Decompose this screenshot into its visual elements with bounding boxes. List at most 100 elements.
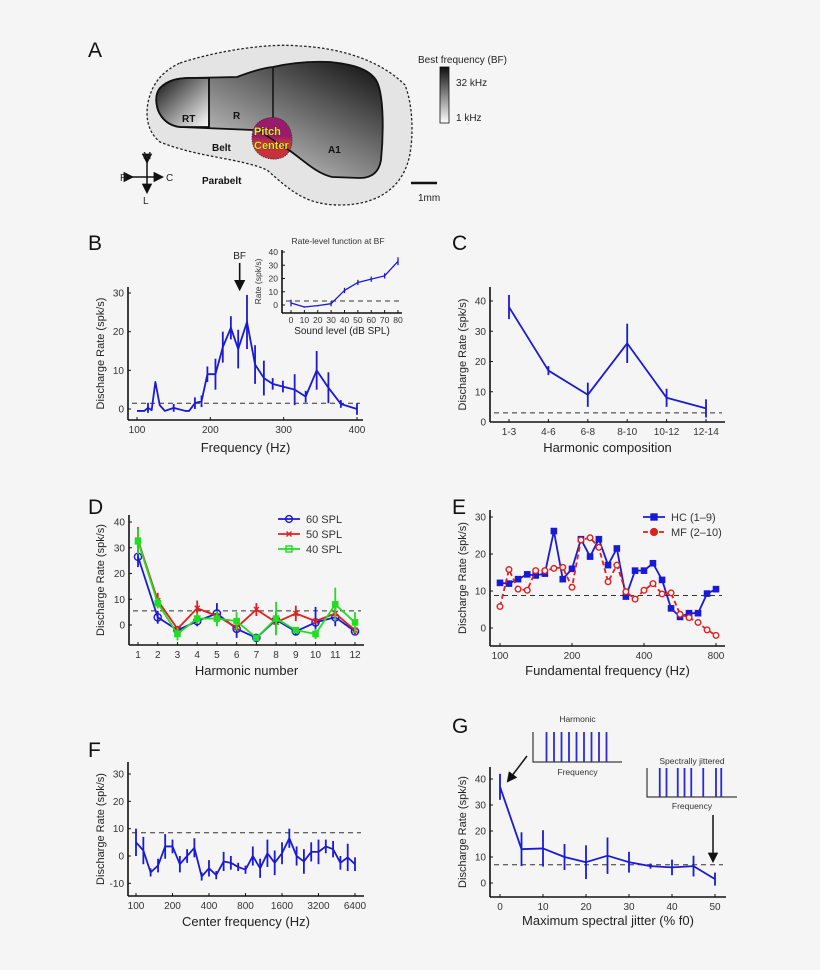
inset-xlabel: Frequency	[672, 801, 713, 811]
y-tick-label: 0	[119, 621, 125, 632]
inset-title: Spectrally jittered	[659, 756, 724, 766]
series-hc	[496, 527, 720, 621]
data-point	[233, 617, 240, 625]
x-tick-label: 2	[155, 650, 161, 661]
series-0	[135, 828, 356, 881]
x-tick-label: 9	[293, 650, 299, 661]
compass	[123, 153, 165, 195]
data-point	[153, 612, 163, 622]
data-point	[649, 580, 657, 588]
compass-r: R	[120, 173, 127, 184]
legend-label: HC (1–9)	[671, 512, 716, 524]
data-point	[703, 590, 711, 597]
data-point	[712, 631, 720, 639]
y-tick-label: 10	[475, 387, 487, 398]
y-tick-label: 40	[475, 775, 487, 786]
y-tick-label: 0	[480, 879, 486, 890]
data-point	[667, 605, 675, 612]
y-tick-label: 10	[113, 824, 125, 835]
data-point	[505, 566, 513, 574]
data-point	[640, 586, 648, 594]
x-tick-label: 1	[135, 650, 141, 661]
legend-label: MF (2–10)	[671, 527, 722, 539]
data-point	[559, 563, 567, 571]
x-tick-label: 12	[349, 650, 361, 661]
y-tick-label: 20	[475, 357, 487, 368]
data-point	[292, 626, 300, 634]
harmonic-arrow	[506, 755, 528, 783]
colorbar-title: Best frequency (BF)	[418, 55, 507, 66]
chart-g: 0 10 20 30 40 0 10 20 30 40 50 Maximum spectral jit…	[457, 714, 737, 928]
panel-letter-e: E	[452, 496, 466, 519]
data-point	[595, 543, 603, 551]
parabelt-label: Parabelt	[202, 176, 242, 187]
compass-l: L	[143, 196, 149, 207]
rt-region	[155, 77, 210, 128]
y-axis-label: Discharge Rate (spk/s)	[95, 298, 107, 410]
x-tick-label: 400	[636, 651, 653, 662]
x-tick-label: 200	[202, 425, 219, 436]
x-tick-label: 400	[201, 901, 218, 912]
x-tick-label: 4	[194, 650, 200, 661]
data-point	[604, 578, 612, 586]
data-point	[568, 565, 576, 573]
data-point	[194, 605, 201, 612]
chart-e: 0 10 20 30 100 200 400 800 Fundamental frequency…	[457, 510, 725, 678]
legend-marker	[284, 514, 294, 524]
x-tick-label: 11	[330, 650, 341, 661]
data-point	[577, 536, 585, 544]
chart-f: -10 0 10 20 30 100 200 400 800 1600 3200 6400 Center…	[95, 762, 367, 929]
data-point	[613, 561, 621, 569]
data-point	[252, 633, 261, 643]
y-axis-label: Rate (spk/s)	[253, 258, 263, 304]
series-line	[508, 306, 707, 410]
spectrum-inset-jittered: Spectrally jittered Frequency	[646, 756, 737, 811]
x-tick-label: 300	[275, 425, 292, 436]
x-tick-label: 20	[580, 902, 592, 913]
x-tick-label: 100	[128, 901, 145, 912]
y-tick-label: 30	[475, 801, 487, 812]
x-tick-label: 8-10	[617, 427, 637, 438]
data-point	[640, 567, 648, 574]
x-tick-label: 40	[340, 315, 350, 325]
data-point	[312, 618, 319, 625]
data-point	[134, 538, 142, 545]
x-axis-label: Frequency (Hz)	[201, 440, 291, 455]
region-label-rt: RT	[182, 114, 195, 125]
y-tick-label: 10	[475, 587, 487, 598]
data-point	[523, 586, 531, 594]
x-axis-label: Harmonic number	[195, 663, 299, 678]
y-tick-label: 20	[475, 827, 487, 838]
y-tick-label: -10	[110, 879, 125, 890]
y-tick-label: 40	[114, 518, 126, 529]
y-axis-label: Discharge Rate (spk/s)	[457, 776, 469, 888]
chart-c: 0 10 20 30 40 1-3 4-6 6-8 8-10 10-12 12-14 Harmonic…	[457, 287, 725, 455]
y-tick-label: 20	[475, 550, 487, 561]
y-axis-label: Discharge Rate (spk/s)	[457, 522, 469, 634]
panel-letter-b: B	[88, 232, 102, 255]
belt-label: Belt	[212, 143, 232, 154]
y-tick-label: 40	[269, 247, 279, 257]
y-tick-label: 0	[480, 624, 486, 635]
x-tick-label: 30	[326, 315, 336, 325]
spectrum-inset-harmonic: Harmonic Frequency	[532, 714, 622, 777]
data-point	[694, 609, 702, 617]
series-mf	[496, 534, 720, 639]
x-tick-label: 60	[367, 315, 377, 325]
data-point	[622, 588, 630, 596]
y-tick-label: 10	[269, 287, 279, 297]
data-point	[496, 603, 504, 611]
series-line	[137, 541, 356, 639]
y-tick-label: 30	[114, 543, 126, 554]
data-point	[559, 575, 567, 583]
y-axis-label: Discharge Rate (spk/s)	[95, 773, 107, 885]
y-axis-label: Discharge Rate (spk/s)	[457, 299, 469, 411]
y-tick-label: 0	[118, 405, 124, 416]
x-tick-label: 100	[129, 425, 146, 436]
legend-label: 50 SPL	[306, 529, 342, 541]
x-tick-label: 10-12	[654, 427, 680, 438]
y-tick-label: 30	[269, 260, 279, 270]
